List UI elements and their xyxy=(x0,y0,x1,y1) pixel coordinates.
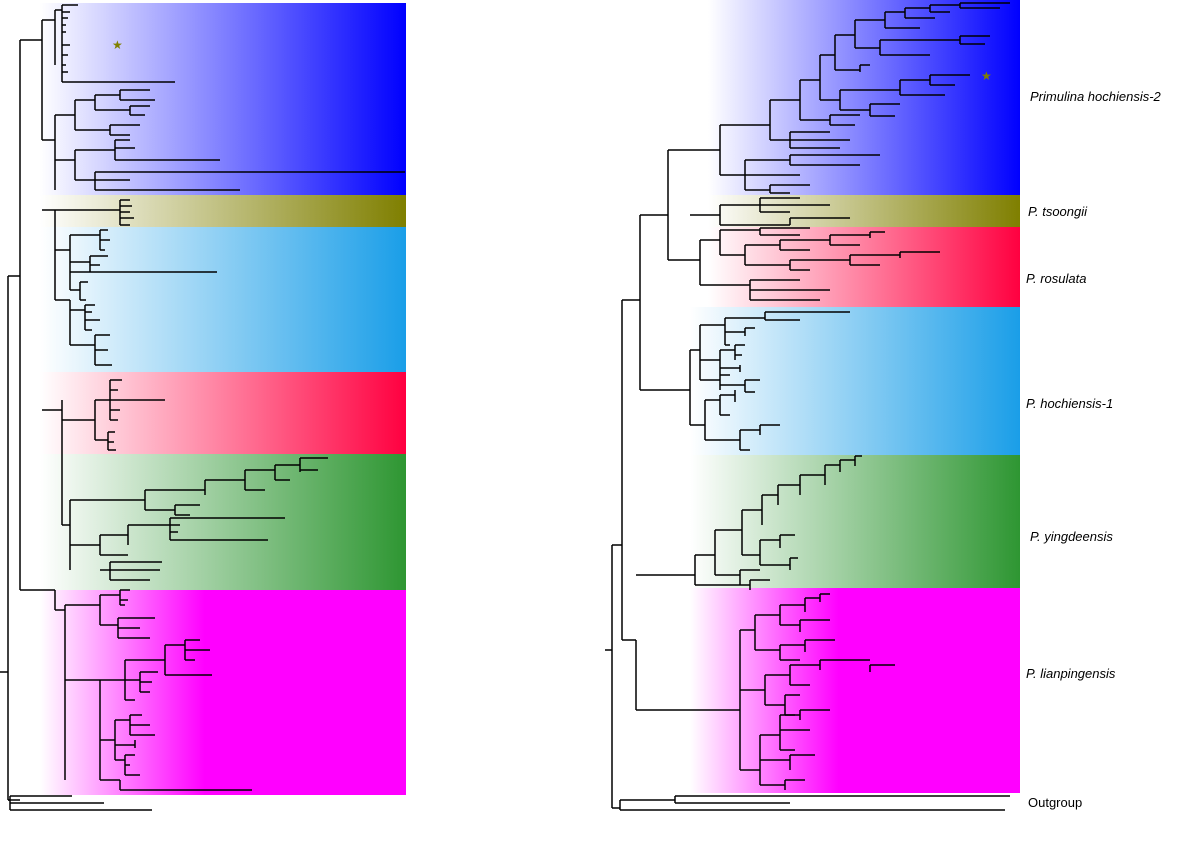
right-band-blue xyxy=(708,0,1020,195)
label-p-lianpingensis: P. lianpingensis xyxy=(1026,666,1116,681)
label-p-tsoongii: P. tsoongii xyxy=(1028,204,1088,219)
right-tree-branches xyxy=(605,2,1010,811)
right-tree: ★ Primulina hochiensis-2 P. tsoongii P. … xyxy=(605,0,1162,811)
left-tree: ★ xyxy=(0,3,406,811)
right-marker-star: ★ xyxy=(981,69,992,83)
left-tree-branches xyxy=(0,4,405,811)
right-band-red xyxy=(708,227,1020,307)
label-p-hochiensis-1: P. hochiensis-1 xyxy=(1026,396,1113,411)
left-band-cyan xyxy=(40,227,406,372)
label-primulina-hochiensis-2: Primulina hochiensis-2 xyxy=(1030,89,1162,104)
label-outgroup: Outgroup xyxy=(1028,795,1082,810)
label-p-yingdeensis: P. yingdeensis xyxy=(1030,529,1113,544)
left-marker-star: ★ xyxy=(112,38,123,52)
right-band-olive xyxy=(708,195,1020,227)
left-band-blue xyxy=(40,3,406,195)
left-band-olive xyxy=(40,195,406,227)
right-clade-labels: Primulina hochiensis-2 P. tsoongii P. ro… xyxy=(1026,89,1162,810)
right-clade-bands xyxy=(690,0,1020,793)
left-band-green xyxy=(40,454,406,590)
label-p-rosulata: P. rosulata xyxy=(1026,271,1086,286)
right-band-green xyxy=(690,455,1020,588)
left-band-magenta xyxy=(40,590,406,795)
left-clade-bands xyxy=(40,3,406,795)
